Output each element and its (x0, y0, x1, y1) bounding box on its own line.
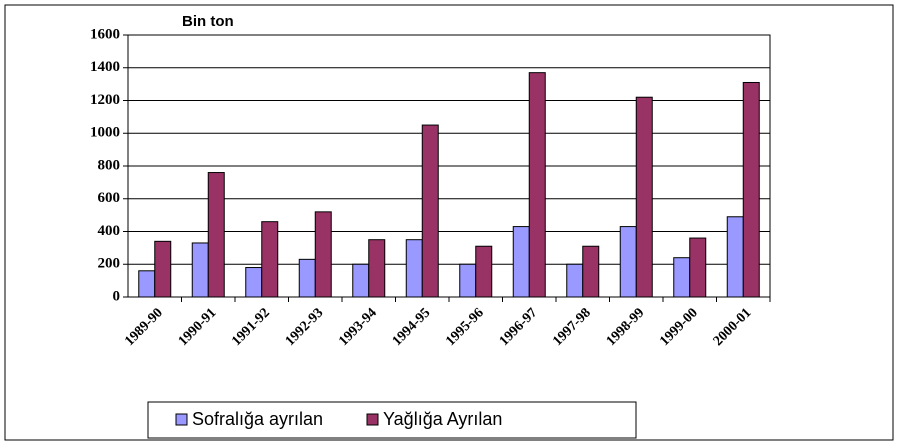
bar (582, 245, 600, 298)
bar (566, 263, 584, 298)
bar (298, 258, 316, 298)
bar (726, 216, 744, 298)
bar (742, 81, 760, 298)
y-tick-label: 1400 (90, 59, 120, 75)
y-tick-label: 1200 (90, 92, 120, 108)
bar (673, 257, 691, 298)
bar (352, 263, 370, 298)
legend-label: Yağlığa Ayrılan (383, 409, 502, 429)
bar (261, 221, 279, 298)
bar (459, 263, 477, 298)
legend-swatch (366, 413, 379, 426)
y-tick-label: 1600 (90, 26, 120, 42)
bar (619, 226, 637, 298)
legend-swatch (175, 413, 188, 426)
bar (245, 267, 263, 298)
bar (314, 211, 332, 298)
y-tick-label: 800 (98, 157, 121, 173)
legend-label: Sofralığa ayrılan (192, 409, 323, 429)
bar (154, 240, 172, 298)
y-tick-label: 400 (98, 223, 121, 239)
y-tick-label: 200 (98, 256, 121, 272)
bar (635, 96, 653, 298)
chart-title: Bin ton (182, 13, 234, 30)
bar (689, 237, 707, 298)
bar (138, 270, 156, 298)
bar (421, 124, 439, 298)
bar (475, 245, 493, 298)
bar (512, 226, 530, 298)
bar (207, 172, 225, 298)
bar (191, 242, 209, 298)
y-tick-label: 600 (98, 190, 121, 206)
y-tick-label: 0 (113, 288, 121, 304)
bar (368, 239, 386, 298)
bar (528, 72, 546, 298)
y-tick-label: 1000 (90, 125, 120, 141)
legend (147, 401, 637, 439)
bar (405, 239, 423, 298)
